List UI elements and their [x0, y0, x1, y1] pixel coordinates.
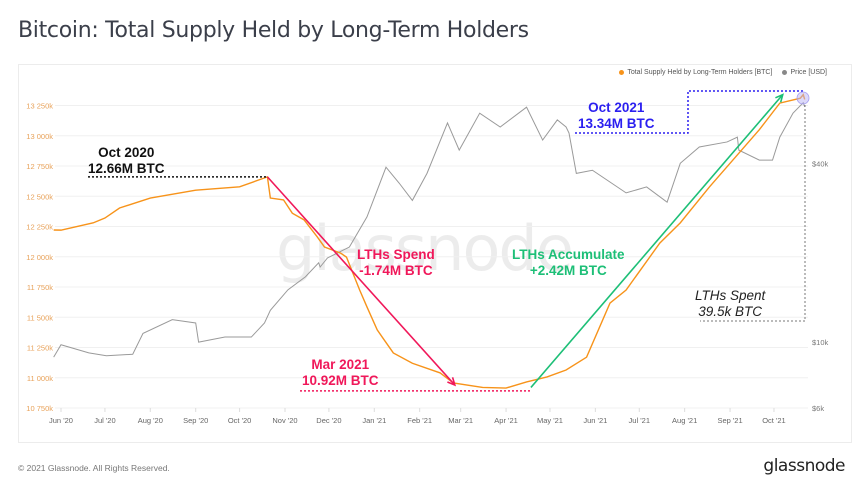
accumulate-arrow [530, 94, 784, 388]
glassnode-logo[interactable]: glassnode [763, 456, 845, 476]
x-tick-label: Sep '20 [183, 416, 208, 425]
annotation-oct2020: Oct 2020 12.66M BTC [88, 145, 165, 177]
oct2021-guide [575, 90, 803, 134]
supply-line [53, 93, 806, 389]
y-tick-label: 13 000k [26, 132, 53, 141]
annotation-spend: LTHs Spend -1.74M BTC [357, 247, 435, 279]
copyright: © 2021 Glassnode. All Rights Reserved. [18, 463, 170, 473]
y-tick-label: 12 000k [26, 253, 53, 262]
x-tick-label: Aug '20 [138, 416, 163, 425]
price-line [53, 101, 806, 358]
annotation-spent: LTHs Spent 39.5k BTC [695, 288, 765, 320]
annotation-layer [88, 90, 810, 392]
chart-card [18, 64, 852, 443]
y-tick-label: 12 750k [26, 162, 53, 171]
y-right-tick-label: $10k [812, 338, 829, 347]
x-tick-label: Aug '21 [672, 416, 697, 425]
accumulate-arrow-head [775, 93, 784, 103]
x-tick-label: Jan '21 [362, 416, 386, 425]
annotation-line: LTHs Spent [695, 288, 766, 303]
annotation-line: -1.74M BTC [359, 263, 433, 278]
y-tick-label: 11 000k [27, 374, 53, 383]
x-tick-label: Oct '20 [228, 416, 252, 425]
x-tick-label: May '21 [537, 416, 563, 425]
annotation-line: 39.5k BTC [698, 304, 763, 319]
y-tick-label: 11 250k [27, 344, 53, 353]
x-tick-label: Mar '21 [448, 416, 473, 425]
spend-arrow [266, 176, 456, 386]
annotation-line: Oct 2021 [588, 100, 645, 115]
y-tick-label: 13 250k [26, 102, 53, 111]
x-tick-label: Oct '21 [762, 416, 786, 425]
annotation-line: LTHs Spend [357, 247, 435, 262]
x-tick-label: Jun '20 [49, 416, 73, 425]
annotation-oct2021: Oct 2021 13.34M BTC [578, 100, 655, 132]
annotation-line: LTHs Accumulate [512, 247, 625, 262]
annotation-line: +2.42M BTC [529, 263, 607, 278]
peak-highlight [796, 91, 810, 105]
gridlines [55, 105, 808, 409]
annotation-mar2021: Mar 2021 10.92M BTC [302, 357, 379, 389]
annotation-line: 12.66M BTC [88, 161, 165, 176]
x-tick-label: Sep '21 [717, 416, 742, 425]
y-right-tick-label: $6k [812, 404, 824, 413]
legend-label: Total Supply Held by Long-Term Holders [… [627, 69, 773, 76]
y-tick-label: 12 500k [26, 192, 53, 201]
annotation-line: 13.34M BTC [578, 116, 655, 131]
y-axis-right: $6k $10k $40k [812, 159, 829, 413]
annotation-line: Mar 2021 [311, 357, 370, 372]
y-tick-label: 11 500k [27, 313, 53, 322]
legend: Total Supply Held by Long-Term Holders [… [619, 69, 827, 76]
y-right-tick-label: $40k [812, 159, 829, 168]
spent-guide [700, 105, 806, 322]
legend-item-price[interactable]: Price [USD] [782, 69, 827, 76]
spend-arrow-head [447, 377, 457, 387]
x-tick-label: Feb '21 [407, 416, 432, 425]
supply-dot-icon [619, 69, 625, 75]
annotation-accumulate: LTHs Accumulate +2.42M BTC [512, 247, 625, 279]
x-tick-label: Dec '20 [316, 416, 341, 425]
y-axis-left: 10 750k 11 000k 11 250k 11 500k 11 750k 12 00… [26, 102, 53, 414]
x-tick-label: Apr '21 [494, 416, 518, 425]
x-tick-label: Jun '21 [583, 416, 607, 425]
annotation-line: Oct 2020 [98, 145, 155, 160]
y-tick-label: 10 750k [26, 404, 53, 413]
legend-label: Price [USD] [790, 69, 827, 76]
legend-item-supply[interactable]: Total Supply Held by Long-Term Holders [… [619, 69, 772, 76]
y-tick-label: 12 250k [26, 223, 53, 232]
series-layer [53, 93, 806, 389]
x-tick-label: Jul '21 [629, 416, 650, 425]
x-tick-label: Jul '20 [94, 416, 115, 425]
page-title: Bitcoin: Total Supply Held by Long-Term … [18, 18, 529, 43]
price-dot-icon [782, 69, 788, 75]
x-tick-label: Nov '20 [272, 416, 297, 425]
annotation-line: 10.92M BTC [302, 373, 379, 388]
x-axis: Jun '20 Jul '20 Aug '20 Sep '20 Oct '20 Nov '… [49, 408, 786, 425]
watermark: glassnode [276, 212, 574, 285]
y-tick-label: 11 750k [27, 283, 53, 292]
